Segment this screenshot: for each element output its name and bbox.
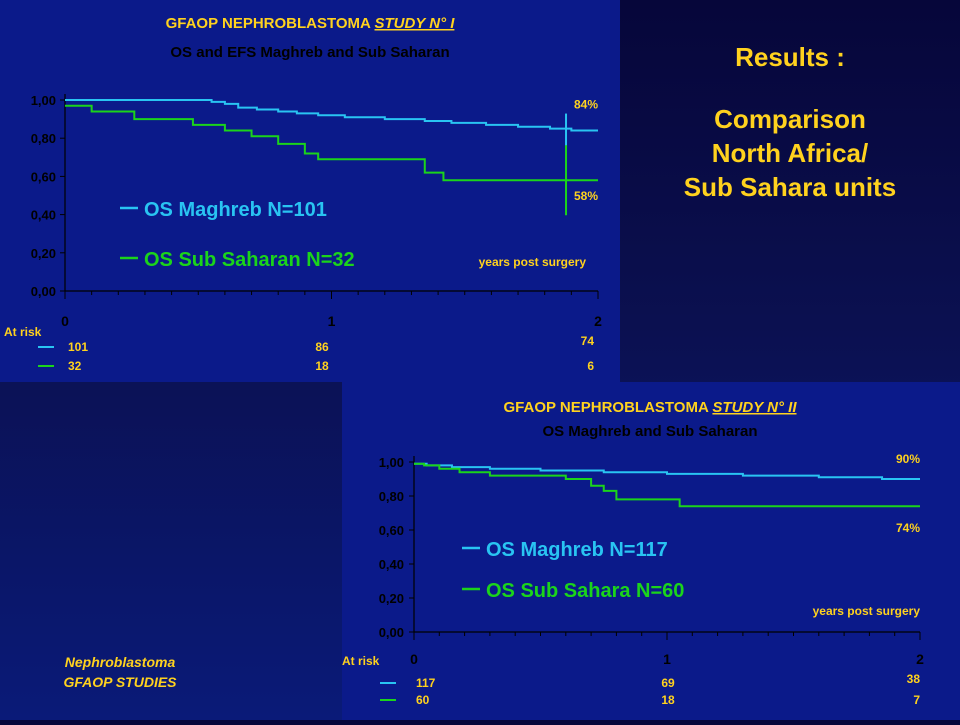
footer-caption: Nephroblastoma GFAOP STUDIES	[20, 652, 220, 692]
results-summary: Results : Comparison North Africa/ Sub S…	[640, 40, 940, 204]
x-tick-label: 0	[61, 313, 69, 329]
survival-chart-study-1: GFAOP NEPHROBLASTOMA STUDY N° I OS and E…	[4, 15, 602, 373]
y-tick-label: 0,40	[379, 557, 404, 572]
chart-title: GFAOP NEPHROBLASTOMA STUDY N° I	[166, 15, 456, 32]
legend-label: OS Sub Sahara N=60	[486, 580, 684, 602]
plot-area: 0,00 0,20 0,40 0,60 0,80 1,00 0 1 2 90% OS Maghreb…	[342, 452, 924, 707]
results-line-1: Comparison	[714, 104, 866, 134]
at-risk-value: 60	[416, 693, 430, 707]
survival-chart-study-2: GFAOP NEPHROBLASTOMA STUDY N° II OS Magh…	[342, 399, 924, 707]
at-risk-value: 32	[68, 359, 82, 373]
at-risk-value: 69	[661, 676, 675, 690]
series-line-maghreb	[414, 462, 920, 480]
x-tick-label: 0	[410, 651, 418, 667]
series-line-subsahara	[65, 104, 598, 182]
at-risk-value: 6	[587, 359, 594, 373]
at-risk-label: At risk	[4, 325, 42, 339]
at-risk-value: 18	[315, 359, 329, 373]
chart-title-underlined: STUDY N° II	[712, 399, 797, 416]
at-risk-value: 7	[913, 693, 920, 707]
results-line-3: Sub Sahara units	[683, 172, 897, 202]
series-end-label: 74%	[896, 521, 920, 535]
y-tick-label: 1,00	[31, 93, 56, 108]
footer-line-2: GFAOP STUDIES	[63, 674, 177, 690]
results-heading: Results :	[735, 42, 845, 72]
at-risk-label: At risk	[342, 654, 380, 668]
chart-subtitle: OS and EFS Maghreb and Sub Saharan	[170, 44, 449, 61]
x-tick-label: 2	[594, 313, 602, 329]
at-risk-value: 117	[416, 676, 436, 690]
chart-panel-study-1: GFAOP NEPHROBLASTOMA STUDY N° I OS and E…	[0, 0, 620, 382]
x-axis-label: years post surgery	[813, 604, 921, 618]
series-end-label: 90%	[896, 452, 920, 466]
series-line-subsahara	[414, 462, 920, 508]
chart-subtitle: OS Maghreb and Sub Saharan	[542, 423, 757, 440]
y-tick-label: 1,00	[379, 455, 404, 470]
y-tick-label: 0,80	[31, 131, 56, 146]
chart-panel-study-2: GFAOP NEPHROBLASTOMA STUDY N° II OS Magh…	[342, 382, 960, 720]
at-risk-value: 74	[581, 334, 595, 348]
y-tick-label: 0,60	[31, 169, 56, 184]
at-risk-value: 101	[68, 340, 88, 354]
legend-label: OS Maghreb N=117	[486, 539, 668, 561]
at-risk-value: 18	[661, 693, 675, 707]
legend-label: OS Sub Saharan N=32	[144, 249, 355, 271]
legend-label: OS Maghreb N=101	[144, 199, 327, 221]
y-tick-label: 0,00	[31, 284, 56, 299]
x-tick-label: 2	[916, 651, 924, 667]
y-tick-label: 0,20	[31, 246, 56, 261]
results-line-2: North Africa/	[711, 138, 869, 168]
series-end-label: 84%	[574, 98, 598, 112]
series-line-maghreb	[65, 99, 598, 132]
plot-area: 0,00 0,20 0,40 0,60 0,80 1,00 0 1 2 84% OS Maghreb…	[4, 93, 602, 373]
at-risk-value: 38	[907, 672, 921, 686]
chart-title: GFAOP NEPHROBLASTOMA STUDY N° II	[504, 399, 798, 416]
footer-line-1: Nephroblastoma	[64, 654, 176, 670]
y-tick-label: 0,80	[379, 489, 404, 504]
series-end-label: 58%	[574, 189, 598, 203]
x-axis-label: years post surgery	[479, 255, 587, 269]
y-tick-label: 0,20	[379, 591, 404, 606]
y-tick-label: 0,00	[379, 625, 404, 640]
chart-title-underlined: STUDY N° I	[375, 15, 456, 32]
y-tick-label: 0,60	[379, 523, 404, 538]
at-risk-value: 86	[315, 340, 329, 354]
y-tick-label: 0,40	[31, 208, 56, 223]
x-tick-label: 1	[328, 313, 336, 329]
x-tick-label: 1	[663, 651, 671, 667]
